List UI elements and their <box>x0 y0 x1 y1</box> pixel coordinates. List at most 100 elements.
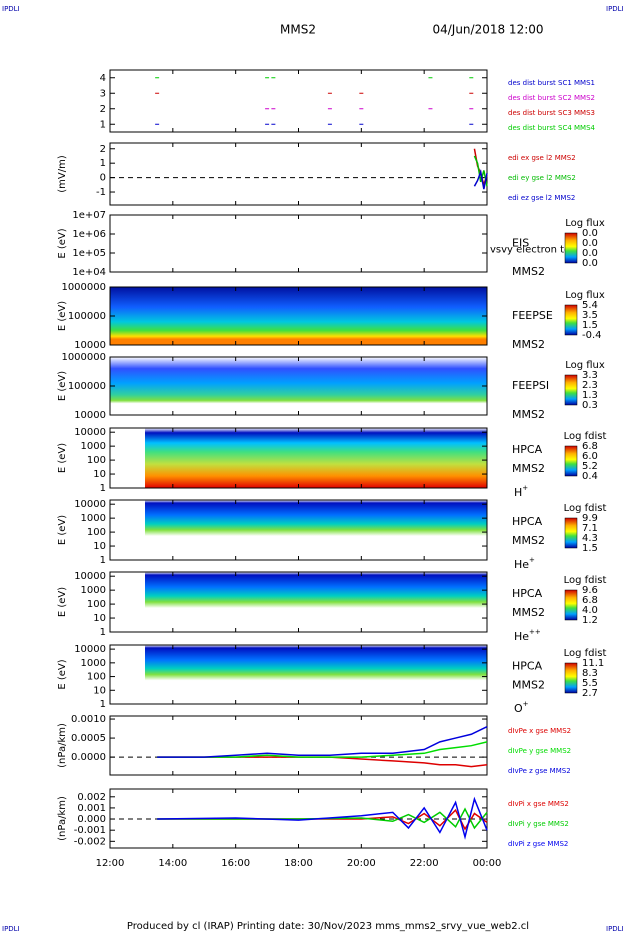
y-tick-label: 0.000 <box>77 814 106 825</box>
y-tick-label: 10000 <box>74 644 106 655</box>
spectrogram <box>110 357 487 415</box>
y-tick-label: 10 <box>93 685 106 696</box>
colorbar-label: 6.8 <box>582 595 598 606</box>
colorbar-label: 0.0 <box>582 228 598 239</box>
instrument: HPCA <box>512 660 543 673</box>
colorbar <box>564 517 578 549</box>
date: 04/Jun/2018 12:00 <box>432 23 543 37</box>
colorbar-label: 4.3 <box>582 533 598 544</box>
panel-frame <box>109 214 488 273</box>
x-tick-label: 12:00 <box>96 858 125 869</box>
y-tick-label: 1000 <box>81 585 106 596</box>
y-tick-label: 0.0005 <box>71 733 106 744</box>
y-axis-label: E (eV) <box>57 515 68 545</box>
colorbar-label: 5.5 <box>582 678 598 689</box>
probe: MMS2 <box>512 265 545 278</box>
y-tick-label: -0.002 <box>74 836 106 847</box>
x-tick-label: 22:00 <box>410 858 439 869</box>
colorbar-title: Log fdist <box>564 503 607 514</box>
legend-entry: edi ey gse l2 MMS2 <box>508 174 576 182</box>
spectrogram <box>145 428 487 488</box>
corner-label: IPDLI <box>2 5 20 13</box>
y-tick-label: 10000 <box>74 571 106 582</box>
panel-frame <box>109 69 488 133</box>
y-tick-label: 4 <box>100 73 106 84</box>
colorbar-title: Log flux <box>565 218 605 229</box>
series-line <box>473 155 488 187</box>
colorbar-label: 7.1 <box>582 523 598 534</box>
y-tick-label: -0.001 <box>74 825 106 836</box>
colorbar <box>564 304 578 336</box>
y-tick-label: 100 <box>87 599 106 610</box>
y-tick-label: 10000 <box>74 499 106 510</box>
species-charge: + <box>529 556 535 564</box>
colorbar-label: 0.0 <box>582 238 598 249</box>
legend-entry: dIvPi x gse MMS2 <box>508 800 569 808</box>
colorbar-label: 1.5 <box>582 320 598 331</box>
legend-entry: dIvPi y gse MMS2 <box>508 820 569 828</box>
overlay-text: vsvy electron to <box>490 245 570 256</box>
colorbar-title: Log fdist <box>564 575 607 586</box>
legend-entry: edi ez gse l2 MMS2 <box>508 194 575 202</box>
corner-label: IPDLI <box>2 925 20 933</box>
y-axis-label: E (eV) <box>57 659 68 689</box>
colorbar-label: 9.6 <box>582 585 598 596</box>
series-line <box>157 756 488 768</box>
y-tick-label: 1 <box>100 627 106 638</box>
y-tick-label: -1 <box>96 187 106 198</box>
y-axis-label: (nPa/km) <box>57 723 68 768</box>
species-charge: + <box>523 700 529 708</box>
species: O+ <box>514 700 529 715</box>
species: H+ <box>514 484 528 499</box>
colorbar-label: 1.2 <box>582 615 598 626</box>
y-tick-label: 1000 <box>81 441 106 452</box>
y-tick-label: 2 <box>100 104 106 115</box>
y-tick-label: 100 <box>87 672 106 683</box>
colorbar <box>564 662 578 694</box>
colorbar <box>564 374 578 406</box>
instrument: FEEPSI <box>512 379 549 392</box>
y-axis-label: E (eV) <box>57 443 68 473</box>
y-tick-label: 3 <box>100 88 106 99</box>
y-tick-label: 0 <box>100 173 106 184</box>
colorbar-label: 11.1 <box>582 658 604 669</box>
y-tick-label: 1e+07 <box>72 210 106 221</box>
x-tick-label: 00:00 <box>473 858 502 869</box>
species-charge: ++ <box>529 628 541 636</box>
y-tick-label: 10 <box>93 613 106 624</box>
colorbar-label: 5.4 <box>582 300 598 311</box>
y-tick-label: 1e+05 <box>72 248 106 259</box>
probe: MMS2 <box>512 534 545 547</box>
colorbar-label: -0.4 <box>582 330 602 341</box>
legend-entry: des dist burst SC2 MMS2 <box>508 94 595 102</box>
x-tick-label: 18:00 <box>284 858 313 869</box>
legend-entry: des dist burst SC1 MMS1 <box>508 79 595 87</box>
species-name: He <box>514 630 529 643</box>
y-axis-label: (nPa/km) <box>57 796 68 841</box>
probe: MMS2 <box>512 462 545 475</box>
probe: MMS2 <box>512 338 545 351</box>
colorbar-title: Log flux <box>565 360 605 371</box>
species: He+ <box>514 556 535 571</box>
corner-label: IPDLI <box>606 925 624 933</box>
y-tick-label: 1 <box>100 699 106 710</box>
y-tick-label: 1000000 <box>61 282 106 293</box>
y-tick-label: 1000 <box>81 513 106 524</box>
probe: MMS2 <box>512 408 545 421</box>
colorbar <box>564 589 578 621</box>
y-axis-label: E (eV) <box>57 371 68 401</box>
y-tick-label: 10000 <box>74 427 106 438</box>
colorbar-label: 0.4 <box>582 471 598 482</box>
y-tick-label: 100 <box>87 527 106 538</box>
panel-frame <box>109 715 488 776</box>
spectrogram <box>145 572 487 632</box>
y-tick-label: 1e+06 <box>72 229 106 240</box>
spectrogram <box>110 287 487 345</box>
y-axis-label: E (eV) <box>57 301 68 331</box>
y-tick-label: 0.002 <box>77 792 106 803</box>
species-name: H <box>514 486 522 499</box>
y-tick-label: 0.0010 <box>71 714 106 725</box>
colorbar-title: Log fdist <box>564 648 607 659</box>
instrument: FEEPSE <box>512 309 553 322</box>
y-axis-label: E (eV) <box>57 228 68 258</box>
